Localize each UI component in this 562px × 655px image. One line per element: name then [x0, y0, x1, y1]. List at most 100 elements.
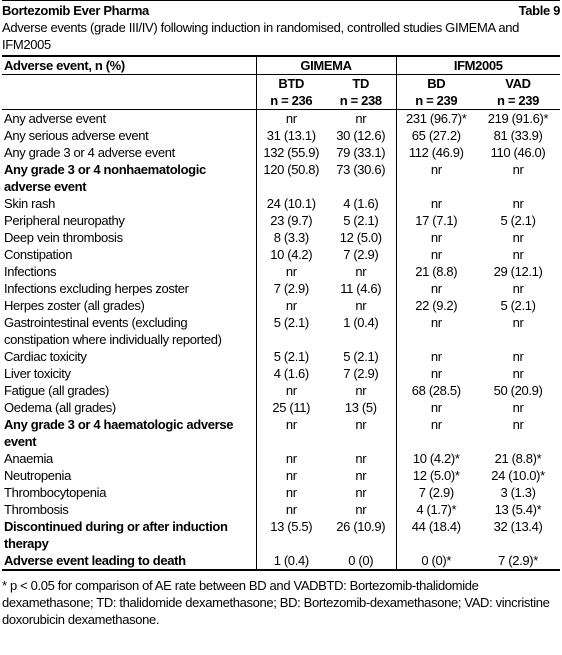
cell: 21 (8.8)*	[494, 451, 542, 466]
brand: Bortezomib Ever Pharma	[2, 3, 149, 18]
cell: 26 (10.9)	[336, 519, 386, 534]
group-header: GIMEMA	[255, 56, 396, 75]
data-row: Deep vein thrombosis 8 (3.3) 12 (5.0) nr nr	[2, 229, 560, 246]
row-label: Thrombocytopenia	[4, 485, 107, 500]
cell: 65 (27.2)	[395, 127, 476, 144]
cell: 3 (1.3)	[500, 485, 536, 500]
row-label: Any adverse event	[4, 111, 106, 126]
cell: nr	[355, 111, 367, 126]
cell: nr	[512, 162, 524, 177]
data-row: Skin rash 24 (10.1) 4 (1.6) nr nr	[2, 195, 560, 212]
arm-n: n = 239	[497, 93, 539, 108]
cell: nr	[355, 298, 367, 313]
row-label: Fatigue (all grades)	[4, 383, 109, 398]
cell: nr	[355, 485, 367, 500]
data-row: Any grade 3 or 4 haematologic adverse ev…	[2, 416, 560, 450]
footnote: * p < 0.05 for comparison of AE rate bet…	[2, 578, 550, 627]
cell: nr	[512, 400, 524, 415]
data-row: Infections nr nr 21 (8.8) 29 (12.1)	[2, 263, 560, 280]
data-row: Discontinued during or after induction t…	[2, 518, 560, 552]
row-label: Any grade 3 or 4 haematologic adverse ev…	[4, 417, 234, 449]
group-header: IFM2005	[395, 56, 561, 75]
data-row: Fatigue (all grades) nr nr 68 (28.5) 50 (20.…	[2, 382, 560, 399]
cell: 231 (96.7)*	[395, 109, 476, 127]
cell: nr	[255, 501, 326, 518]
cell: nr	[512, 349, 524, 364]
cell: 120 (50.8)	[255, 161, 326, 195]
cell: 4 (1.6)	[255, 365, 326, 382]
arm-name: VAD	[505, 76, 531, 91]
cell: 32 (13.4)	[493, 519, 543, 534]
row-label: Gastrointestinal events (excluding const…	[4, 315, 222, 347]
cell: 1 (0.4)	[255, 552, 326, 570]
cell: 219 (91.6)*	[487, 111, 549, 126]
cell: nr	[395, 280, 476, 297]
cell: nr	[395, 314, 476, 348]
ae-table: Adverse event, n (%) GIMEMA IFM2005 BTD n = …	[2, 55, 561, 571]
data-row: Peripheral neuropathy 23 (9.7) 5 (2.1) 17 (…	[2, 212, 560, 229]
cell: 110 (46.0)	[490, 145, 546, 160]
cell: 44 (18.4)	[395, 518, 476, 552]
cell: nr	[255, 263, 326, 280]
cell: 12 (5.0)*	[395, 467, 476, 484]
cell: 31 (13.1)	[255, 127, 326, 144]
cell: nr	[512, 417, 524, 432]
cell: 5 (2.1)	[255, 314, 326, 348]
arm-header: BTD n = 236	[255, 74, 326, 110]
blank-header	[2, 74, 256, 110]
data-row: Neutropenia nr nr 12 (5.0)* 24 (10.0)*	[2, 467, 560, 484]
cell: 0 (0)	[348, 553, 374, 568]
arm-header: TD n = 238	[326, 74, 396, 110]
cell: nr	[512, 315, 524, 330]
data-row: Any adverse event nr nr 231 (96.7)* 219 (91.…	[2, 109, 560, 127]
data-row: Liver toxicity 4 (1.6) 7 (2.9) nr nr	[2, 365, 560, 382]
cell: nr	[255, 382, 326, 399]
cell: nr	[395, 246, 476, 263]
cell: 7 (2.9)*	[498, 553, 538, 568]
cell: nr	[395, 161, 476, 195]
cell: 12 (5.0)	[339, 230, 382, 245]
data-row: Oedema (all grades) 25 (11) 13 (5) nr nr	[2, 399, 560, 416]
cell: 13 (5.5)	[255, 518, 326, 552]
cell: 11 (4.6)	[340, 281, 382, 296]
row-label: Cardiac toxicity	[4, 349, 87, 364]
cell: 22 (9.2)	[395, 297, 476, 314]
data-row: Anaemia nr nr 10 (4.2)* 21 (8.8)*	[2, 450, 560, 467]
cell: 1 (0.4)	[343, 315, 379, 330]
data-row: Constipation 10 (4.2) 7 (2.9) nr nr	[2, 246, 560, 263]
header-row: Adverse event, n (%) GIMEMA IFM2005	[2, 56, 561, 75]
row-label: Herpes zoster (all grades)	[4, 298, 145, 313]
cell: nr	[395, 416, 476, 450]
cell: nr	[395, 195, 476, 212]
cell: 10 (4.2)	[255, 246, 326, 263]
arm-name: BD	[427, 76, 446, 91]
cell: 7 (2.9)	[395, 484, 476, 501]
cell: 21 (8.8)	[395, 263, 476, 280]
table-number: Table 9	[518, 3, 561, 18]
cell: 25 (11)	[255, 399, 326, 416]
cell: 79 (33.1)	[336, 145, 386, 160]
cell: nr	[255, 109, 326, 127]
row-label: Peripheral neuropathy	[4, 213, 125, 228]
cell: nr	[355, 451, 367, 466]
cell: 10 (4.2)*	[395, 450, 476, 467]
cell: 5 (2.1)	[500, 298, 536, 313]
cell: nr	[512, 247, 524, 262]
row-label: Any grade 3 or 4 nonhaematologic adverse…	[4, 162, 206, 194]
row-label: Any serious adverse event	[4, 128, 149, 143]
data-row: Herpes zoster (all grades) nr nr 22 (9.2) 5 …	[2, 297, 560, 314]
row-label: Discontinued during or after induction t…	[4, 519, 228, 551]
header-bar: Bortezomib Ever Pharma Table 9	[2, 0, 560, 19]
data-row: Adverse event leading to death 1 (0.4) 0 (…	[2, 552, 560, 570]
arm-row: BTD n = 236 TD n = 238 BD n = 239 VAD n = 239	[2, 74, 561, 110]
data-row: Gastrointestinal events (excluding const…	[2, 314, 560, 348]
row-label: Infections excluding herpes zoster	[4, 281, 189, 296]
cell: nr	[355, 417, 367, 432]
data-row: Thrombosis nr nr 4 (1.7)* 13 (5.4)*	[2, 501, 560, 518]
cell: nr	[355, 502, 367, 517]
row-label: Any grade 3 or 4 adverse event	[4, 145, 175, 160]
cell: 50 (20.9)	[493, 383, 543, 398]
cell: 68 (28.5)	[395, 382, 476, 399]
cell: 13 (5.4)*	[494, 502, 542, 517]
row-label: Deep vein thrombosis	[4, 230, 123, 245]
